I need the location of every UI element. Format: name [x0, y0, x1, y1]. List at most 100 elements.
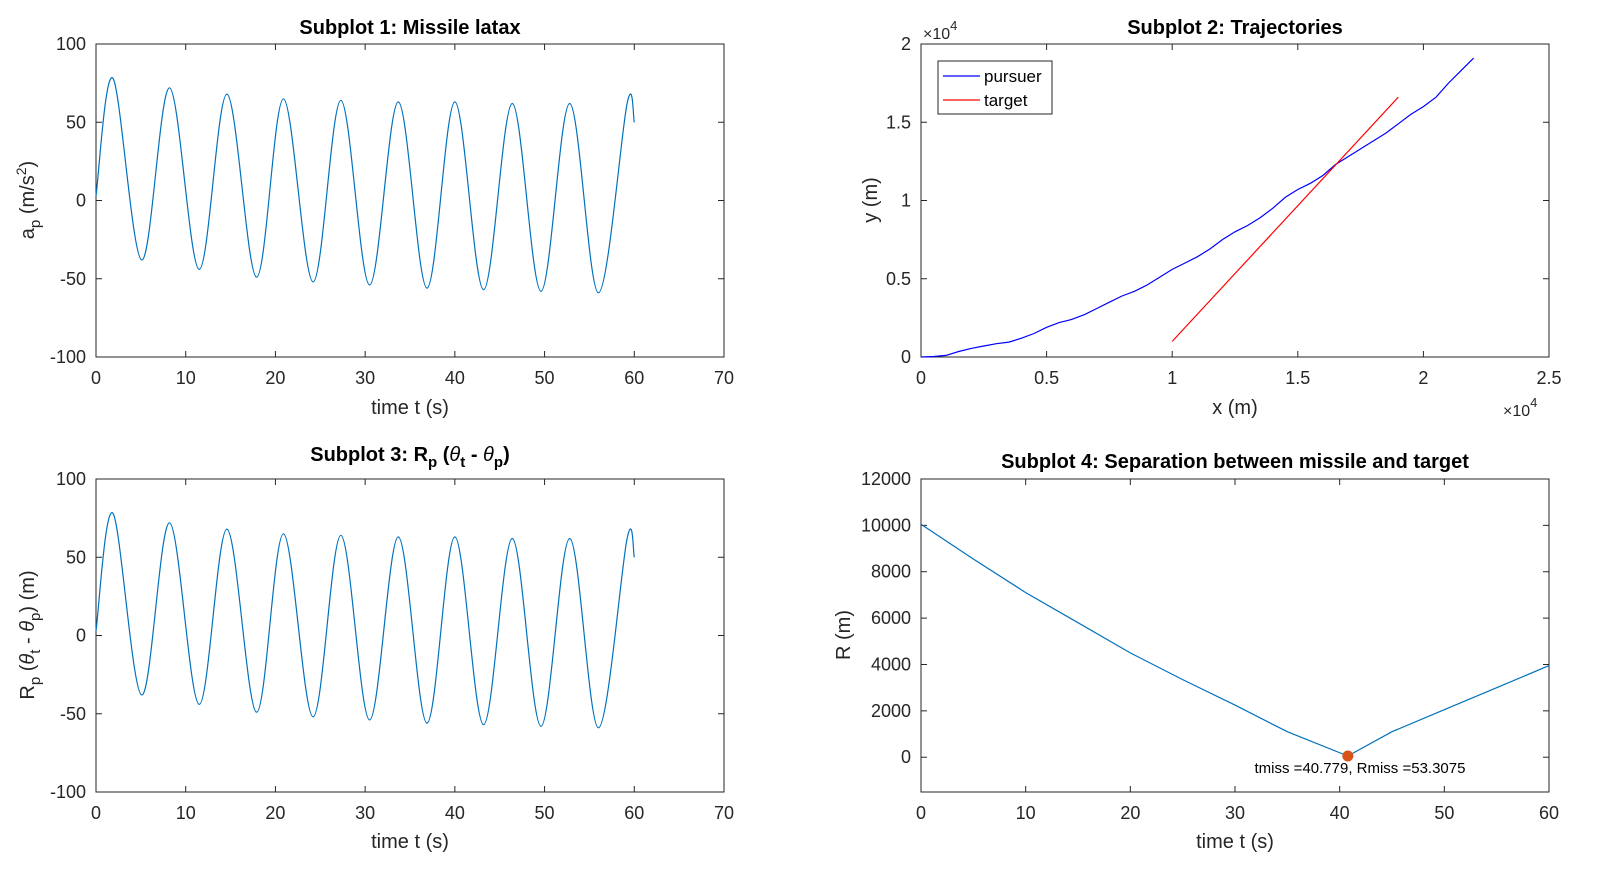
x-tick-label: 20	[265, 803, 285, 823]
y-tick-label: 0	[901, 347, 911, 367]
subplot-4: Subplot 4: Separation between missile an…	[833, 451, 1559, 853]
y-exponent-label: ×104	[923, 18, 957, 43]
y-label-3-open: (	[17, 664, 39, 677]
miss-point-marker	[1342, 750, 1354, 762]
subplot-1: Subplot 1: Missile latax time t (s) ap (…	[13, 17, 734, 419]
x-tick-label: 20	[265, 368, 285, 388]
y-label-3-theta2: θ	[17, 621, 39, 632]
x-tick-label: 40	[1330, 803, 1350, 823]
plot-title-1: Subplot 1: Missile latax	[299, 17, 520, 39]
subplot-2: Subplot 2: Trajectories x (m) y (m) ×104…	[860, 17, 1562, 420]
axes-3: 0 10 20 30 40 50 60 70 -100 -50 0 50 100	[50, 469, 734, 823]
y-tick-label: 1	[901, 191, 911, 211]
y-tick-label: 100	[56, 34, 86, 54]
y-axis-label-4: R (m)	[833, 610, 855, 660]
series-line-target	[1171, 96, 1399, 342]
y-tick-label: -100	[50, 782, 86, 802]
y-axis-label-1: ap (m/s2)	[13, 161, 44, 239]
y-tick-label: 12000	[861, 469, 911, 489]
y-label-3-sub3: p	[27, 613, 44, 621]
x-tick-label: 30	[355, 368, 375, 388]
subplot-3: Subplot 3: Rp (θt - θp) time t (s) Rp (θ…	[17, 444, 734, 853]
title-3-sub1: p	[428, 454, 437, 471]
series-line-p4	[920, 523, 1550, 757]
y-label-3-r: R	[17, 685, 39, 699]
y-tick-label: 50	[66, 112, 86, 132]
x-tick-label: 70	[714, 368, 734, 388]
x-tick-label: 0	[916, 368, 926, 388]
y-axis-label-3: Rp (θt - θp) (m)	[17, 570, 44, 699]
legend-box	[937, 60, 1053, 115]
y-label-1-end: )	[17, 161, 39, 168]
y-label-3-minus: -	[17, 632, 39, 650]
x-tick-label: 10	[1016, 803, 1036, 823]
x-tick-label: 70	[714, 803, 734, 823]
y-tick-label: -50	[60, 704, 86, 724]
axes-2: 0 0.5 1 1.5 2 2.5 0 0.5 1 1.5 2	[886, 34, 1562, 388]
axes-4: 0 10 20 30 40 50 60 0 2000 4000 6000 8000 10000 12000	[861, 469, 1559, 823]
x-tick-label: 60	[1539, 803, 1559, 823]
y-tick-label: -100	[50, 347, 86, 367]
y-tick-label: 1.5	[886, 112, 911, 132]
y-label-3-theta1: θ	[17, 654, 39, 665]
y-label-3-end: ) (m)	[17, 570, 39, 612]
legend-label-target: target	[984, 91, 1028, 110]
x-tick-label: 30	[355, 803, 375, 823]
x-tick-label: 40	[445, 368, 465, 388]
y-tick-label: 2000	[871, 701, 911, 721]
x-tick-label: 40	[445, 803, 465, 823]
x-tick-label: 50	[535, 803, 555, 823]
x-exponent-base: ×10	[1503, 403, 1530, 420]
title-3-end: )	[503, 444, 510, 466]
x-tick-label: 0	[91, 803, 101, 823]
x-tick-label: 0	[91, 368, 101, 388]
x-axis-label-3: time t (s)	[371, 831, 449, 853]
y-label-1-rest: (m/s	[17, 175, 39, 219]
y-tick-label: -50	[60, 269, 86, 289]
x-tick-label: 2	[1418, 368, 1428, 388]
series-line-p3	[95, 512, 635, 729]
title-3-theta2: θ	[483, 444, 494, 466]
title-3-mid: (	[437, 444, 450, 466]
y-tick-label: 0	[76, 626, 86, 646]
y-label-3-sub1: p	[27, 677, 44, 685]
y-tick-label: 100	[56, 469, 86, 489]
x-exponent-label: ×104	[1503, 395, 1537, 420]
y-tick-label: 8000	[871, 562, 911, 582]
plot-title-3: Subplot 3: Rp (θt - θp)	[310, 444, 510, 471]
x-tick-label: 10	[176, 368, 196, 388]
plot-area-3	[95, 478, 725, 793]
x-tick-label: 10	[176, 803, 196, 823]
y-tick-label: 0	[901, 747, 911, 767]
x-axis-label-4: time t (s)	[1196, 831, 1274, 853]
x-tick-label: 1.5	[1285, 368, 1310, 388]
miss-annotation: tmiss =40.779, Rmiss =53.3075	[1255, 760, 1466, 777]
legend-label-pursuer: pursuer	[984, 67, 1042, 86]
x-tick-label: 60	[624, 368, 644, 388]
title-3-minus: -	[465, 444, 483, 466]
y-tick-label: 6000	[871, 608, 911, 628]
plot-title-4: Subplot 4: Separation between missile an…	[1001, 451, 1469, 473]
y-tick-label: 50	[66, 547, 86, 567]
y-label-1-sub: p	[27, 220, 44, 228]
y-tick-label: 10000	[861, 515, 911, 535]
x-tick-label: 60	[624, 803, 644, 823]
x-axis-label-1: time t (s)	[371, 397, 449, 419]
axes-1: 0 10 20 30 40 50 60 70 -100 -50 0 50 100	[50, 34, 734, 388]
x-tick-label: 30	[1225, 803, 1245, 823]
y-tick-label: 2	[901, 34, 911, 54]
legend: pursuer target	[937, 60, 1053, 115]
y-tick-label: 0.5	[886, 269, 911, 289]
x-tick-label: 50	[1434, 803, 1454, 823]
x-axis-label-2: x (m)	[1212, 397, 1258, 419]
series-line-pursuer	[920, 57, 1475, 358]
x-exponent-power: 4	[1530, 395, 1537, 410]
series-line-p1	[95, 77, 635, 294]
x-tick-label: 0.5	[1034, 368, 1059, 388]
title-3-theta1: θ	[449, 444, 460, 466]
y-label-3-sub2: t	[27, 649, 44, 654]
title-3-main: Subplot 3: R	[310, 444, 428, 466]
y-tick-label: 4000	[871, 654, 911, 674]
title-3-sub3: p	[494, 454, 503, 471]
